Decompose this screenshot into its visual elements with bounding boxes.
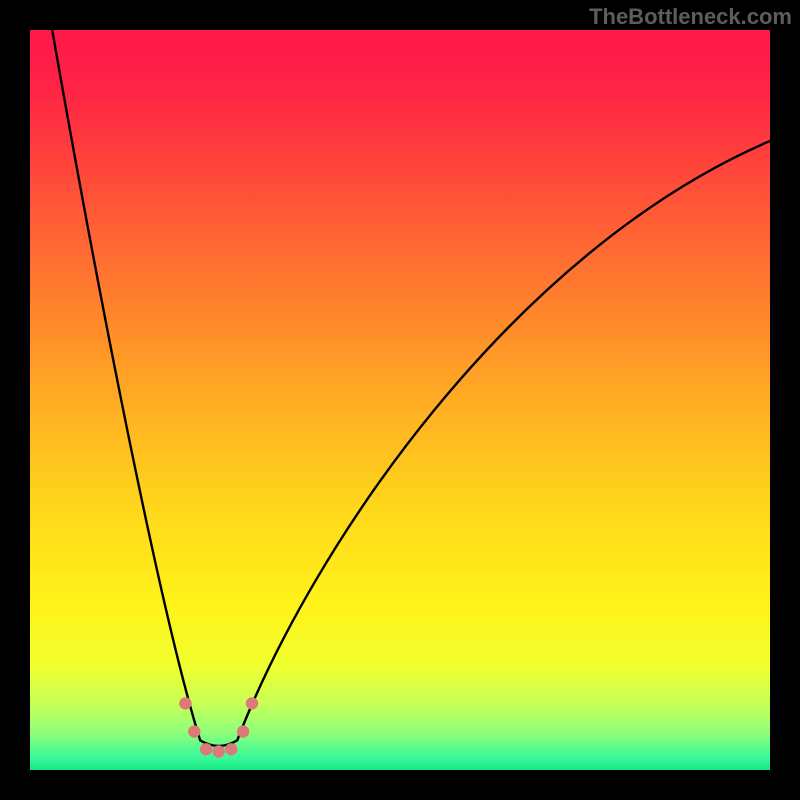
valley-dot [225,743,237,755]
valley-dot [179,697,191,709]
chart-background [30,30,770,770]
valley-dot [188,725,200,737]
valley-dot [213,745,225,757]
plot-area [30,30,770,770]
watermark-label: TheBottleneck.com [589,4,792,30]
chart-svg [30,30,770,770]
valley-dot [237,725,249,737]
valley-dot [200,743,212,755]
valley-dot [246,697,258,709]
